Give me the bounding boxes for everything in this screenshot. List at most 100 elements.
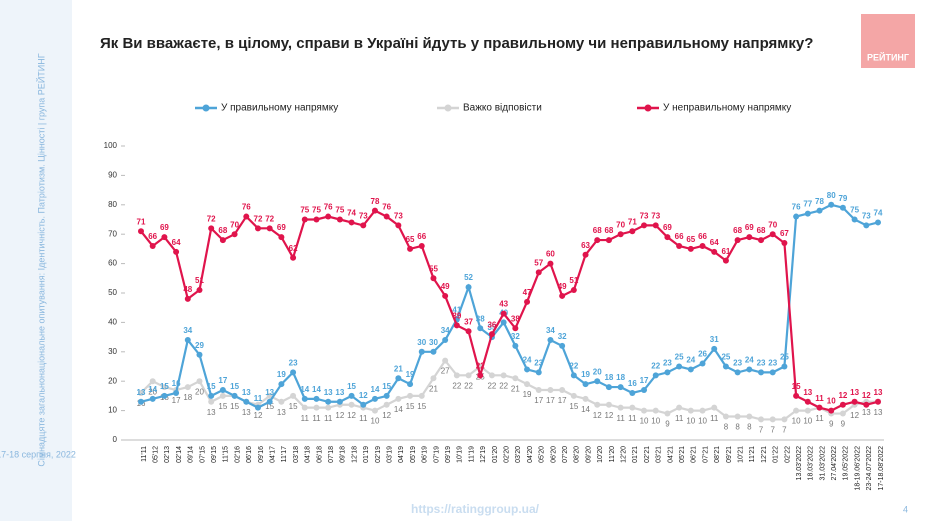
x-tick-label: 23-24.07'2022 — [866, 446, 873, 491]
data-label: 15 — [265, 402, 274, 411]
point — [208, 225, 215, 232]
point — [254, 225, 261, 232]
x-tick-label: 06'19 — [422, 446, 429, 463]
y-tick-label: 100 — [104, 141, 118, 150]
data-label: 39 — [452, 311, 461, 320]
x-tick-label: 09'19 — [445, 446, 452, 463]
data-label: 72 — [254, 214, 263, 223]
point — [547, 337, 554, 344]
point — [231, 392, 238, 399]
y-tick-label: 40 — [108, 318, 117, 327]
page-number: 4 — [903, 504, 908, 514]
point — [582, 251, 589, 258]
x-tick-label: 06'20 — [550, 446, 557, 463]
data-label: 65 — [686, 235, 695, 244]
data-label: 12 — [850, 411, 859, 420]
data-label: 9 — [665, 420, 670, 429]
data-label: 55 — [429, 264, 438, 273]
point — [383, 392, 390, 399]
x-tick-label: 18.03'2022 — [808, 446, 815, 481]
point — [325, 213, 332, 220]
x-tick-label: 09'14 — [188, 446, 195, 463]
point — [570, 392, 577, 399]
data-label: 12 — [838, 391, 847, 400]
data-label: 76 — [324, 203, 333, 212]
point — [629, 228, 636, 235]
data-label: 15 — [230, 382, 239, 391]
data-label: 12 — [382, 411, 391, 420]
data-label: 37 — [464, 317, 473, 326]
data-label: 9 — [841, 420, 846, 429]
data-label: 19 — [523, 390, 532, 399]
point — [570, 287, 577, 294]
data-label: 15 — [569, 402, 578, 411]
point — [196, 287, 203, 294]
data-label: 20 — [593, 367, 602, 376]
point — [500, 372, 507, 379]
point — [161, 392, 168, 399]
data-label: 60 — [546, 250, 555, 259]
x-tick-label: 09'16 — [258, 446, 265, 463]
point — [617, 404, 624, 411]
data-label: 11 — [312, 414, 321, 423]
point — [219, 237, 226, 244]
y-tick-label: 70 — [108, 229, 117, 238]
data-label: 75 — [312, 206, 321, 215]
data-label: 10 — [792, 417, 801, 426]
point — [313, 404, 320, 411]
point — [559, 292, 566, 299]
point — [219, 392, 226, 399]
data-label: 13 — [324, 388, 333, 397]
point — [290, 369, 297, 376]
data-label: 78 — [815, 197, 824, 206]
data-label: 61 — [721, 247, 730, 256]
data-label: 7 — [770, 426, 775, 435]
data-label: 51 — [569, 276, 578, 285]
point — [278, 381, 285, 388]
data-label: 10 — [651, 417, 660, 426]
point — [173, 389, 180, 396]
x-tick-label: 09'18 — [340, 446, 347, 463]
point — [851, 216, 858, 223]
point — [875, 219, 881, 226]
point — [769, 231, 776, 238]
logo: РЕЙТИНГ — [867, 51, 909, 62]
x-tick-label: 01'21 — [632, 446, 639, 463]
data-label: 25 — [780, 353, 789, 362]
point — [699, 242, 706, 249]
data-label: 68 — [757, 226, 766, 235]
x-tick-label: 07'15 — [199, 446, 206, 463]
data-label: 8 — [747, 423, 752, 432]
data-label: 15 — [230, 402, 239, 411]
point — [769, 369, 776, 376]
data-label: 11 — [815, 394, 824, 403]
data-label: 34 — [546, 326, 555, 335]
point — [407, 381, 414, 388]
data-label: 23 — [663, 358, 672, 367]
date: 17-18 серпня, 2022 — [0, 449, 76, 459]
x-tick-label: 03'19 — [387, 446, 394, 463]
point — [524, 381, 531, 388]
point — [547, 387, 554, 394]
data-label: 25 — [721, 353, 730, 362]
data-label: 20 — [148, 387, 157, 396]
data-label: 66 — [148, 232, 157, 241]
point — [488, 331, 495, 338]
point — [442, 337, 449, 344]
point — [722, 363, 729, 370]
point — [582, 395, 589, 402]
point — [699, 407, 706, 414]
data-label: 11 — [815, 414, 824, 423]
data-label: 52 — [464, 273, 473, 282]
data-label: 74 — [874, 209, 883, 218]
data-label: 11 — [301, 414, 310, 423]
data-label: 34 — [441, 326, 450, 335]
point — [196, 351, 203, 358]
data-label: 17 — [172, 396, 181, 405]
data-label: 24 — [686, 356, 695, 365]
x-tick-label: 02'14 — [176, 446, 183, 463]
point — [816, 207, 823, 214]
point — [395, 222, 402, 229]
point — [524, 298, 531, 305]
data-label: 11 — [616, 414, 625, 423]
